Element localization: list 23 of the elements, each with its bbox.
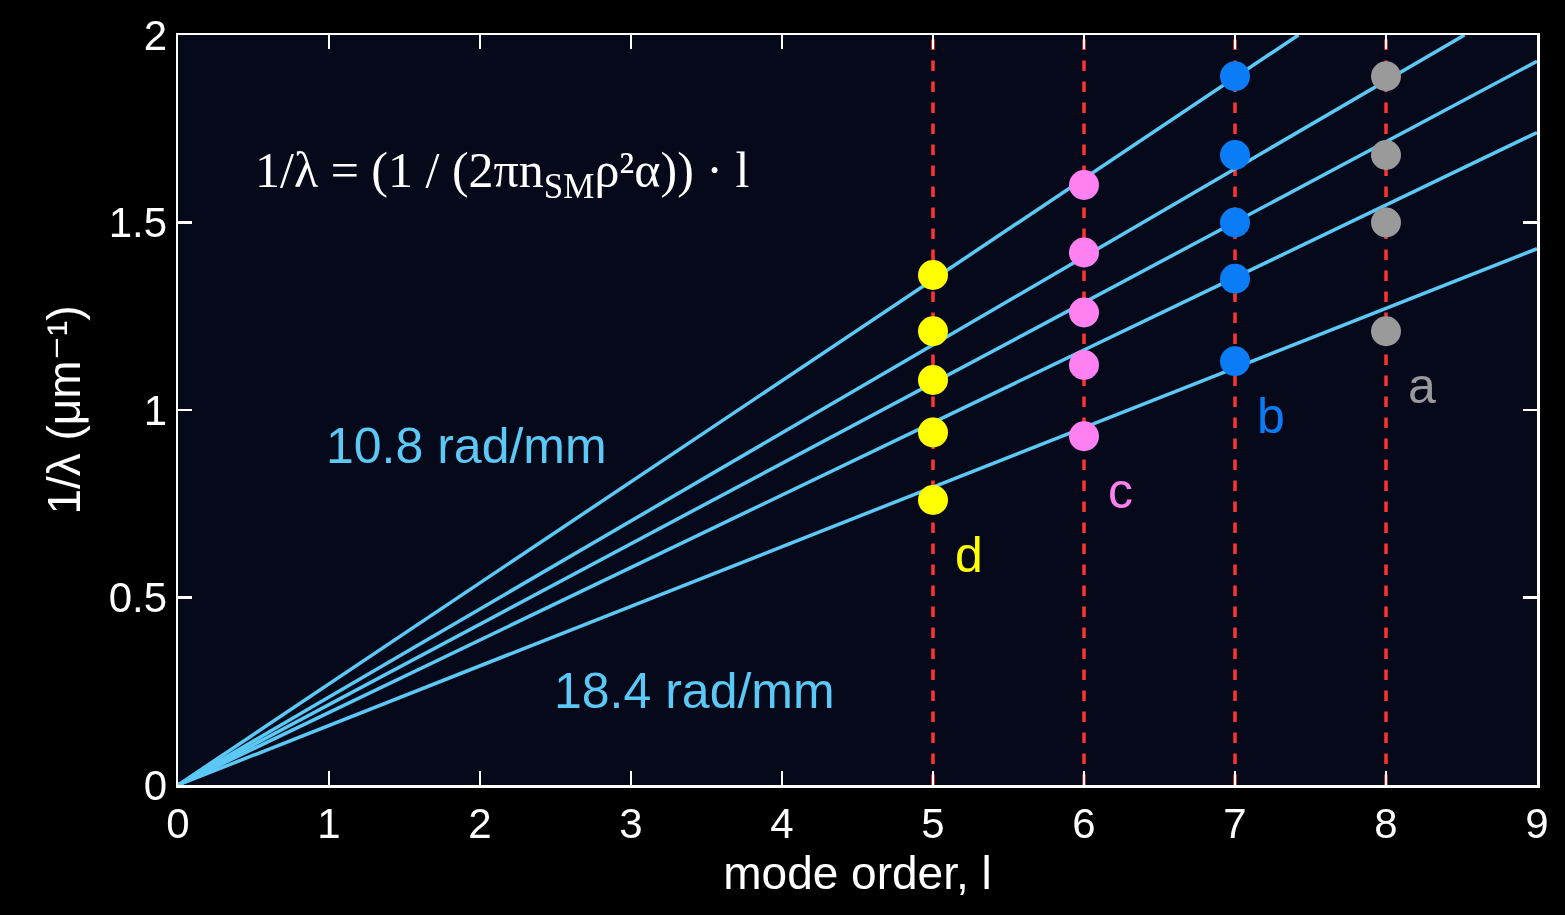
y-tick-label: 0.5 — [108, 574, 168, 622]
series-label: 10.8 rad/mm — [326, 418, 607, 474]
x-tick-label: 8 — [1374, 799, 1398, 847]
y-tick-label: 1.5 — [108, 199, 168, 247]
series-label: a — [1408, 358, 1436, 414]
x-axis-title: mode order, l — [723, 846, 992, 899]
y-axis-title: 1/λ (μm⁻¹) — [37, 305, 90, 515]
x-tick-label: 4 — [770, 799, 794, 847]
x-tick-label: 3 — [619, 799, 643, 847]
y-tick-label: 2 — [143, 11, 168, 59]
x-tick-label: 6 — [1072, 799, 1096, 847]
x-tick-label: 5 — [921, 799, 945, 847]
series-label: b — [1257, 388, 1285, 444]
x-tick-label: 2 — [468, 799, 492, 847]
series-label: c — [1108, 463, 1133, 519]
y-tick-label: 1 — [143, 386, 168, 434]
series-label: 18.4 rad/mm — [554, 663, 835, 719]
series-label: d — [955, 527, 983, 583]
y-tick-label: 0 — [143, 761, 168, 809]
x-tick-label: 1 — [317, 799, 341, 847]
annotation: 1/λ = (1 / (2πn$_{SM}$ρ²α)) · l — [255, 142, 750, 206]
x-tick-label: 7 — [1223, 799, 1247, 847]
x-tick-label: 9 — [1525, 799, 1549, 847]
